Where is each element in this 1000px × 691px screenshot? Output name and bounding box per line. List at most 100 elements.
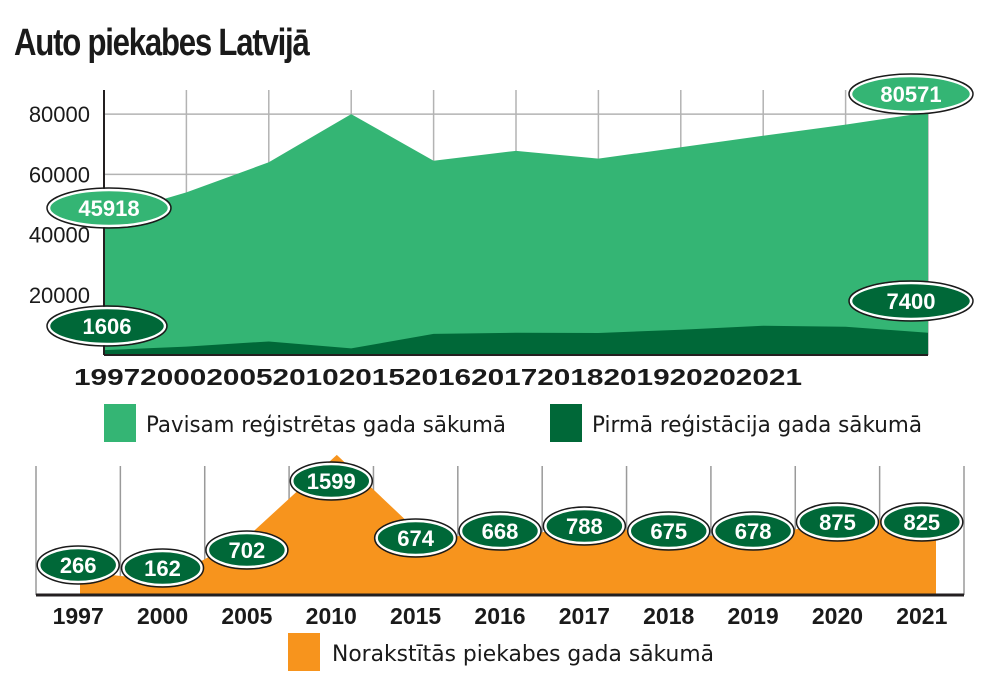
callout-total-last-label: 80571 [880,82,941,107]
bottom-x-tick-2017: 2017 [559,603,610,629]
callout-total-first-outline [46,187,172,229]
callout-total-last-outline [848,73,974,115]
top-x-tick-2021: 2021 [736,364,802,390]
legend-label-total: Pavisam reģistrētas gada sākumā [146,413,506,438]
bottom-value-label-2015-outline [373,518,458,558]
top-x-tick-2019: 2019 [603,364,669,390]
top-y-tick-label: 60000 [29,162,90,187]
bottom-x-tick-2021: 2021 [896,603,947,629]
callout-total-first-label: 45918 [78,196,139,221]
bottom-x-tick-1997: 1997 [53,603,104,629]
callout-first-reg-first-outline [46,305,168,347]
registered-trailers-chart: 20000 40000 60000 80000 1997 2000 2005 2010 2015… [29,73,974,390]
bottom-value-label-2016-shape [459,512,541,550]
bottom-x-tick-2010: 2010 [306,603,357,629]
bottom-value-label-2021-outline [880,502,964,542]
bottom-value-label-2020-label: 875 [819,510,856,535]
bottom-value-label-1997: 266 [36,545,120,585]
bottom-value-label-2017-outline [542,506,627,546]
legend-label-first-reg: Pirmā reģistācija gada sākumā [592,413,922,438]
callout-total-last: 80571 [848,73,974,115]
bottom-value-label-2020: 875 [795,502,880,542]
bottom-value-label-2015-label: 674 [397,526,434,551]
top-y-tick-label: 80000 [29,102,90,127]
callout-first-reg-last: 7400 [848,280,974,322]
bottom-chart-legend: Norakstītās piekabes gada sākumā [288,633,714,671]
bottom-value-label-2021-label: 825 [903,510,940,535]
bottom-value-label-2000: 162 [120,548,205,588]
top-x-tick-2000: 2000 [140,364,206,390]
bottom-value-label-2019-shape [712,512,794,550]
bottom-value-label-2018-label: 675 [650,519,687,544]
top-x-tick-2018: 2018 [537,364,603,390]
callout-first-reg-first: 1606 [46,305,168,347]
callout-first-reg-first-label: 1606 [83,314,132,339]
bottom-value-label-2010-shape [291,462,372,500]
top-chart-legend: Pavisam reģistrētas gada sākumā Pirmā reģ… [104,404,922,442]
legend-swatch-first-reg [550,404,582,442]
bottom-value-label-2019-outline [711,511,795,551]
bottom-x-tick-2015: 2015 [390,603,441,629]
bottom-value-label-2005: 702 [205,530,289,570]
callout-total-last-shape [849,74,973,114]
top-x-tick-2015: 2015 [339,364,405,390]
bottom-x-tick-2005: 2005 [221,603,272,629]
deregistered-trailers-chart: 1997 2000 2005 2010 2015 2016 2017 2018 2019 2020… [35,454,965,629]
bottom-value-label-2021: 825 [880,502,964,542]
bottom-x-tick-2016: 2016 [474,603,525,629]
callout-total-first: 45918 [46,187,172,229]
bottom-value-label-1997-shape [37,546,119,584]
top-x-tick-2010: 2010 [273,364,339,390]
bottom-value-label-2018-shape [628,512,709,550]
callout-first-reg-last-shape [849,281,973,321]
legend-swatch-deregistered [288,633,320,671]
bottom-x-tick-2018: 2018 [643,603,694,629]
bottom-value-label-2021-shape [881,503,963,541]
bottom-value-label-2019: 678 [711,511,795,551]
bottom-value-label-2005-label: 702 [229,538,266,563]
callout-first-reg-last-label: 7400 [887,289,936,314]
bottom-value-label-2000-outline [120,548,205,588]
area-total-registered [104,112,928,355]
bottom-value-label-1997-label: 266 [60,553,97,578]
bottom-value-label-2016-outline [458,511,542,551]
top-x-tick-1997: 1997 [74,364,140,390]
top-x-tick-2020: 2020 [670,364,736,390]
bottom-value-label-2016: 668 [458,511,542,551]
bottom-value-label-2000-shape [122,549,203,587]
bottom-value-label-2017-label: 788 [566,514,603,539]
bottom-value-label-1997-outline [36,545,120,585]
bottom-value-label-2017: 788 [542,506,627,546]
bottom-value-label-2020-shape [797,503,878,541]
bottom-value-label-2005-shape [206,531,288,569]
bottom-x-tick-2020: 2020 [812,603,863,629]
callout-total-first-shape [47,188,171,228]
top-x-tick-labels: 1997 2000 2005 2010 2015 2016 2017 2018 2019 2020… [74,364,802,390]
bottom-x-tick-2000: 2000 [137,603,188,629]
bottom-value-label-2020-outline [795,502,880,542]
bottom-value-label-2018: 675 [626,511,711,551]
bottom-value-label-2015-shape [375,519,456,557]
top-y-tick-label: 20000 [29,283,90,308]
page-title: Auto piekabes Latvijā [14,22,310,64]
bottom-value-label-2017-shape [544,507,625,545]
top-x-tick-2016: 2016 [405,364,471,390]
bottom-value-label-2018-outline [626,511,711,551]
callout-first-reg-last-outline [848,280,974,322]
legend-swatch-total [104,404,136,442]
area-first-registration [104,325,928,355]
bottom-value-label-2005-outline [205,530,289,570]
top-y-tick-label: 40000 [29,223,90,248]
bottom-value-label-2015: 674 [373,518,458,558]
bottom-value-label-2000-label: 162 [144,556,181,581]
bottom-value-label-2010-label: 1599 [307,469,356,494]
callout-first-reg-first-shape [47,306,167,346]
legend-label-deregistered: Norakstītās piekabes gada sākumā [332,642,714,667]
top-x-tick-2005: 2005 [206,364,272,390]
bottom-value-label-2010-outline [289,461,374,501]
bottom-value-label-2016-label: 668 [482,519,519,544]
bottom-x-tick-2019: 2019 [728,603,779,629]
bottom-value-label-2010: 1599 [289,461,374,501]
top-x-tick-2017: 2017 [471,364,537,390]
